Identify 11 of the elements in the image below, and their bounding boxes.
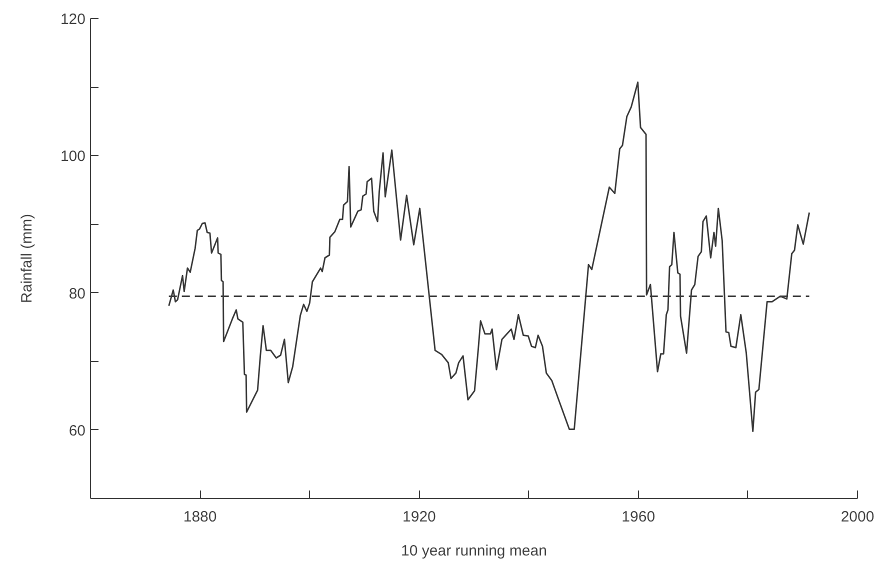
x-tick-label: 2000 xyxy=(840,508,874,526)
x-tick-label: 1880 xyxy=(183,508,217,526)
line-series xyxy=(168,82,810,432)
x-axis-title: 10 year running mean xyxy=(401,542,547,560)
y-tick-label: 80 xyxy=(68,285,86,302)
y-tick-label: 120 xyxy=(60,11,86,28)
y-tick-label: 100 xyxy=(60,148,86,166)
x-tick-label: 1960 xyxy=(622,508,656,526)
y-axis-title: Rainfall (mm) xyxy=(18,214,36,304)
y-tick-label: 60 xyxy=(68,422,86,440)
x-tick-label: 1920 xyxy=(402,508,436,526)
